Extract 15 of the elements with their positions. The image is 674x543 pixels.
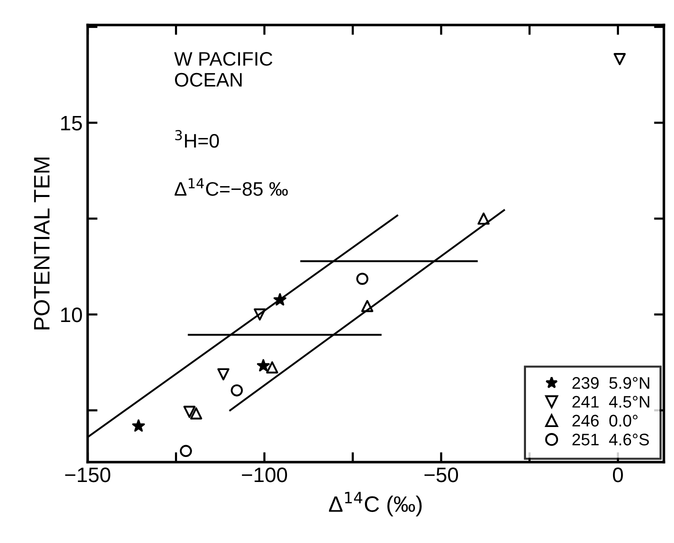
x-tick-label: 0 [612,468,623,482]
legend-label: 251 4.6°S [572,434,649,446]
annotation: W PACIFIC OCEAN [174,52,272,87]
x-tick-label: −150 [65,468,110,482]
y-tick-label: 10 [61,307,82,322]
x-tick-label: −100 [242,468,288,482]
annotation: $^{3}$H=0 [175,130,219,148]
annotation: Δ$^{14}$C=−85 ‰ [174,178,288,196]
y-axis-title: POTENTIAL TEM [34,158,50,330]
legend-label: 241 4.5°N [572,396,650,408]
y-tick-label: 15 [61,116,82,131]
legend-label: 239 5.9°N [572,377,650,389]
x-tick-label: −50 [424,468,458,482]
x-axis-title: Δ$^{14}$C (‰) [328,492,422,516]
legend-label: 246 0.0° [572,414,638,427]
